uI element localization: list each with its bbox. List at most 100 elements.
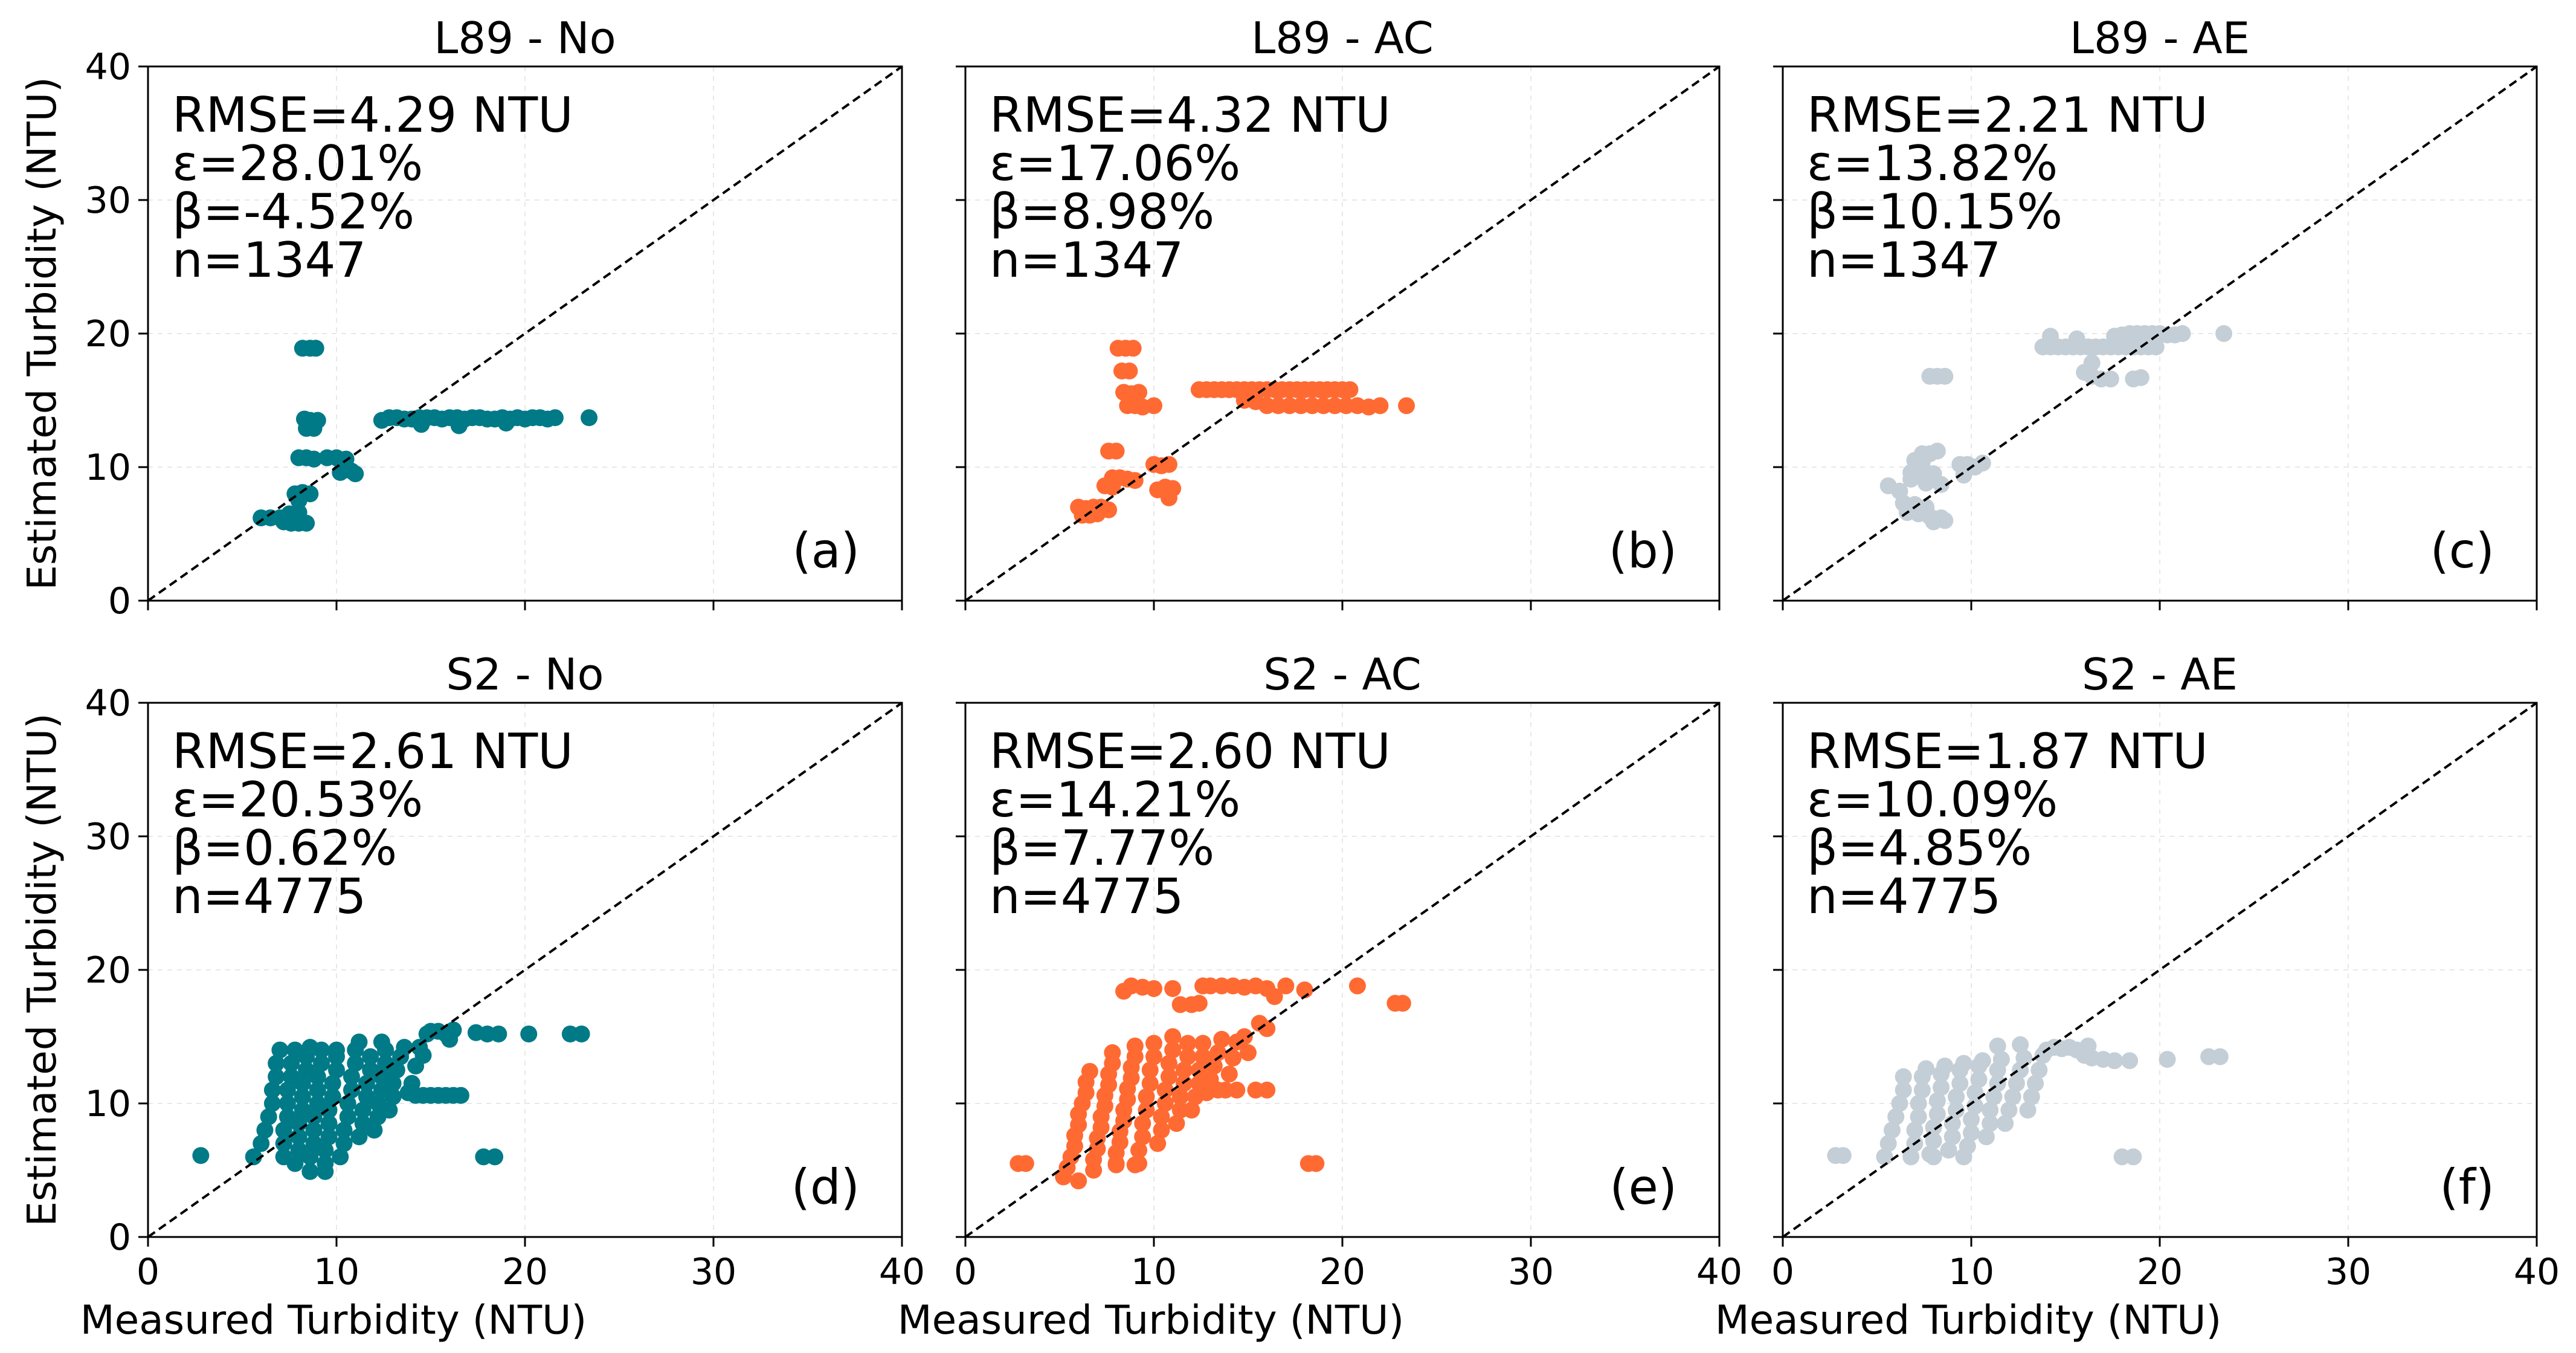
data-point	[1883, 1122, 1901, 1139]
data-point	[1963, 1124, 1980, 1141]
data-point	[396, 1039, 413, 1056]
data-point	[1989, 1037, 2006, 1054]
stat-rmse: RMSE=2.21 NTU	[1807, 87, 2208, 143]
data-point	[1205, 1058, 1223, 1075]
data-point	[1134, 1115, 1151, 1132]
panel-letter: (f)	[2439, 1159, 2494, 1215]
data-point	[1130, 384, 1148, 401]
x-tick-label: 30	[1508, 1251, 1554, 1293]
data-point	[1948, 1088, 1965, 1105]
data-point	[1918, 1060, 1935, 1077]
data-point	[1910, 1095, 1927, 1112]
data-point	[414, 1047, 432, 1064]
x-axis-label-left: Measured Turbidity (NTU)	[80, 1297, 587, 1343]
data-point	[260, 1108, 277, 1126]
stat-beta: β=0.62%	[172, 820, 397, 876]
data-point	[1307, 1155, 1325, 1172]
data-point	[1190, 995, 1208, 1012]
data-point	[1141, 1061, 1159, 1079]
panel-letter: (d)	[791, 1159, 860, 1215]
y-tick-label: 0	[108, 580, 131, 622]
data-point	[1876, 1148, 1893, 1166]
stat-rmse: RMSE=1.87 NTU	[1807, 723, 2208, 780]
data-point	[1141, 1074, 1159, 1092]
data-point	[1228, 1081, 1246, 1099]
data-point	[320, 1128, 338, 1146]
data-point	[1906, 1122, 1924, 1139]
data-point	[1955, 1148, 1972, 1166]
data-point	[1928, 1092, 1946, 1109]
data-point	[263, 1081, 281, 1099]
stat-n: n=4775	[1807, 868, 2001, 925]
data-point	[2015, 1049, 2033, 1067]
panel-letter: (e)	[1609, 1159, 1677, 1215]
data-point	[2008, 1074, 2025, 1092]
panel-letter: (c)	[2430, 523, 2494, 579]
data-point	[1879, 1135, 1897, 1152]
data-point	[1156, 1095, 1174, 1112]
panel-6: 0 10 20 30 40 S2 - AE RMSE=1.87 NTUε=10.09%β=4…	[1771, 649, 2560, 1293]
data-point	[2019, 1102, 2037, 1119]
data-point	[1913, 1081, 1931, 1099]
data-point	[1126, 1156, 1144, 1174]
data-point	[1081, 1062, 1098, 1080]
data-point	[271, 1041, 289, 1059]
stat-rmse: RMSE=2.60 NTU	[990, 723, 1391, 780]
data-point	[2042, 328, 2059, 345]
data-point	[1966, 1097, 1984, 1115]
stat-eps: ε=14.21%	[990, 772, 1240, 828]
stat-beta: β=8.98%	[990, 184, 1214, 240]
data-point	[320, 1115, 338, 1132]
panel-title: S2 - AE	[2082, 649, 2238, 700]
data-point	[263, 1095, 281, 1112]
data-point	[1341, 381, 1359, 398]
data-point	[1394, 995, 1411, 1012]
data-point	[1194, 1035, 1212, 1052]
data-point	[1126, 1037, 1144, 1054]
y-tick-label: 40	[85, 46, 131, 88]
data-point	[384, 1088, 402, 1105]
data-point	[350, 1033, 368, 1051]
data-point	[1933, 476, 1950, 493]
data-point	[1955, 1054, 1972, 1072]
y-axis-label-bottom: Estimated Turbidity (NTU)	[19, 713, 65, 1227]
data-point	[1145, 980, 1162, 997]
data-point	[1348, 977, 1366, 995]
data-point	[413, 416, 430, 433]
data-point	[317, 1163, 334, 1180]
data-point	[1156, 1081, 1174, 1099]
stat-rmse: RMSE=4.32 NTU	[990, 87, 1391, 143]
data-point	[1175, 1061, 1193, 1079]
data-point	[2000, 1102, 2018, 1119]
data-point	[1925, 1148, 1942, 1166]
panel-1: 0 10 20 30 40 L89 - No RMSE=4.29 NTUε=28.01%β=…	[85, 13, 903, 622]
data-point	[301, 1148, 319, 1166]
data-point	[2004, 1088, 2021, 1105]
data-point	[354, 1102, 372, 1119]
data-point	[1164, 980, 1182, 997]
data-point	[2211, 1048, 2229, 1065]
data-point	[546, 409, 564, 427]
x-axis-label-middle: Measured Turbidity (NTU)	[898, 1297, 1405, 1343]
data-point	[1145, 1048, 1162, 1065]
data-point	[2159, 1051, 2176, 1068]
panel-title: S2 - AC	[1263, 649, 1422, 700]
data-point	[384, 1074, 402, 1092]
data-point	[2121, 1052, 2139, 1070]
data-point	[1951, 1074, 1969, 1092]
stat-eps: ε=28.01%	[172, 135, 423, 192]
y-tick-label: 20	[85, 949, 131, 992]
data-point	[1179, 1035, 1197, 1052]
data-point	[490, 1025, 507, 1043]
data-point	[1121, 362, 1138, 379]
data-point	[324, 1088, 341, 1105]
stat-n: n=1347	[172, 232, 366, 288]
data-point	[1296, 981, 1313, 999]
data-point	[1928, 442, 1946, 460]
data-point	[1982, 1102, 1999, 1119]
data-point	[1895, 1081, 1912, 1099]
data-point	[307, 340, 324, 357]
data-point	[1928, 1105, 1946, 1123]
data-point	[1160, 456, 1177, 473]
x-tick-label: 20	[2137, 1251, 2183, 1293]
